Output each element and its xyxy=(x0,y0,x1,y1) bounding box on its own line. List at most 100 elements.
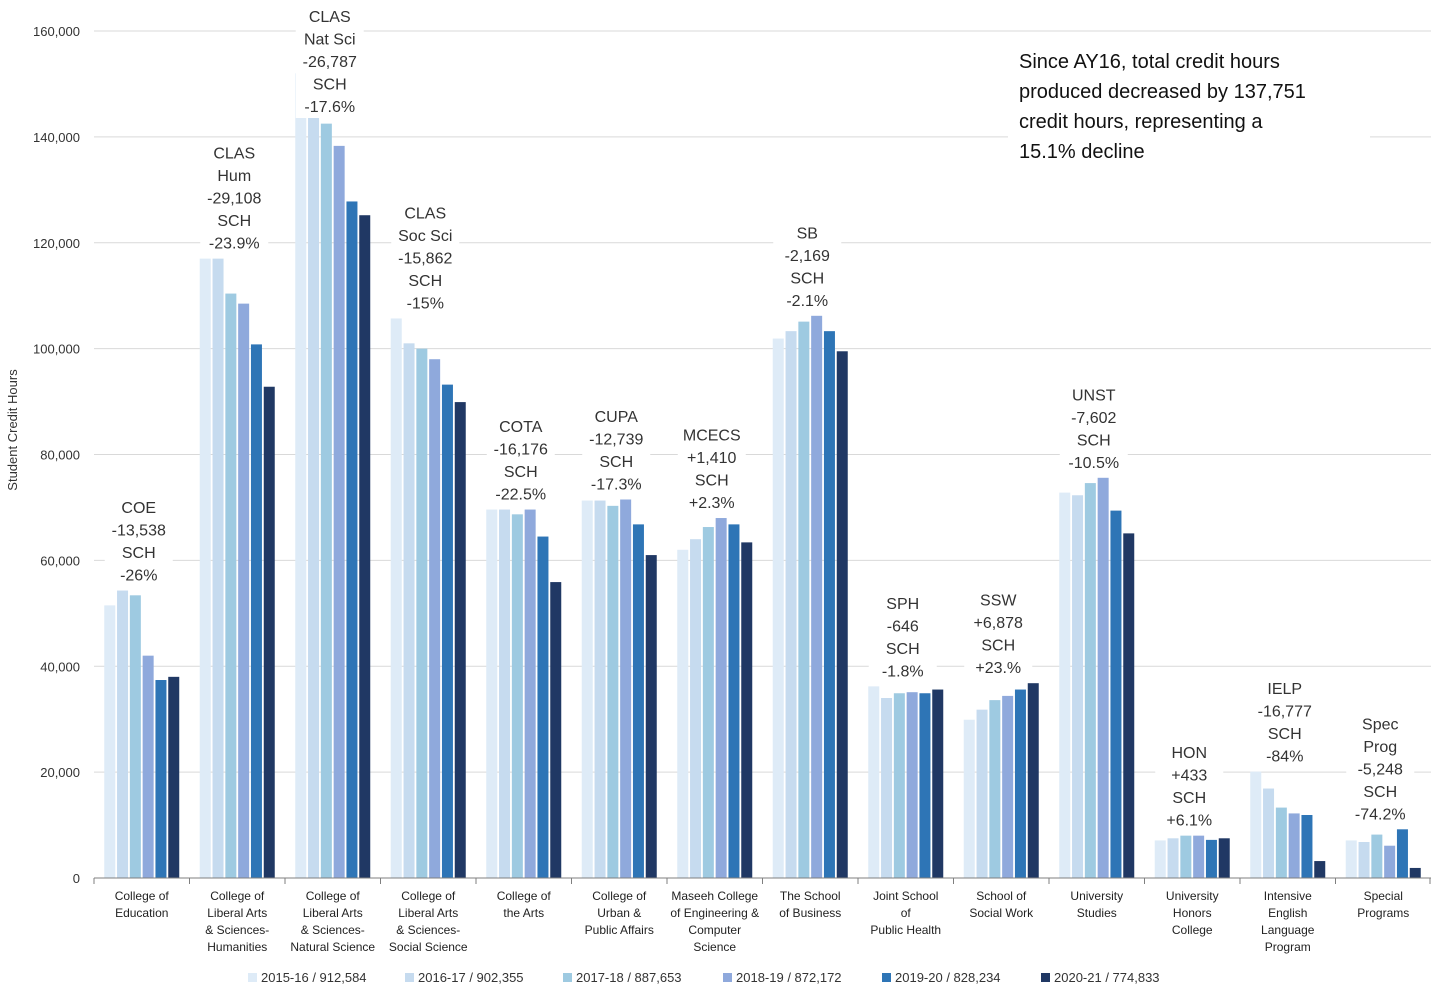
x-category-label: Humanities xyxy=(207,940,267,954)
x-category-label: Public Affairs xyxy=(585,923,654,937)
bar xyxy=(728,524,740,878)
legend-swatch xyxy=(248,973,257,982)
bar-annotation: SCH xyxy=(1077,432,1111,449)
bar xyxy=(117,590,129,878)
annotation-background xyxy=(295,5,364,118)
bar-annotation: -5,248 xyxy=(1358,761,1403,778)
bar xyxy=(632,524,644,878)
bar xyxy=(906,692,918,878)
bar-annotation: SCH xyxy=(695,473,729,490)
bar xyxy=(1002,695,1014,878)
annotation-background xyxy=(582,404,651,496)
annotation-background xyxy=(391,201,460,315)
bar-annotation: CUPA xyxy=(595,409,639,426)
x-category-label: Social Science xyxy=(389,940,468,954)
bar-annotation: Nat Sci xyxy=(304,32,356,49)
bar xyxy=(976,709,988,878)
bar-annotation: Prog xyxy=(1363,739,1397,756)
bar xyxy=(1110,510,1122,878)
bar-annotation: SCH xyxy=(313,77,347,94)
annotation-background xyxy=(200,141,269,255)
legend-entry: 2018-19 / 872,172 xyxy=(736,970,842,985)
bar-annotation: -26,787 xyxy=(303,54,357,71)
summary-note: Since AY16, total credit hours produced d… xyxy=(1008,40,1370,170)
bar xyxy=(308,110,320,878)
bar xyxy=(1205,839,1217,878)
bar xyxy=(1250,771,1262,878)
x-category-label: of xyxy=(901,906,912,920)
bar-annotation: +1,410 xyxy=(687,450,736,467)
annotation-background xyxy=(486,415,555,506)
bar-annotation: IELP xyxy=(1267,681,1302,698)
bar xyxy=(1123,533,1135,878)
x-category-label: College of xyxy=(210,889,265,903)
x-category-label: Public Health xyxy=(870,923,941,937)
legend-swatch xyxy=(1041,973,1050,982)
bar xyxy=(963,719,975,878)
bar xyxy=(1371,834,1383,878)
bar-annotation: -23.9% xyxy=(209,236,260,253)
bar-annotation: -17.6% xyxy=(304,99,355,116)
bar xyxy=(1072,495,1084,878)
bar-annotation: -2,169 xyxy=(785,248,830,265)
y-tick-label: 60,000 xyxy=(40,553,80,568)
bar xyxy=(263,386,275,878)
annotation-background xyxy=(964,588,1033,680)
bar-annotation: -17.3% xyxy=(591,476,642,493)
bar xyxy=(390,318,402,878)
bar xyxy=(416,348,428,878)
bar-annotation: SCH xyxy=(1363,784,1397,801)
legend-swatch xyxy=(723,973,732,982)
x-category-label: & Sciences- xyxy=(396,923,460,937)
bar xyxy=(486,509,498,878)
legend: 2015-16 / 912,584 2016-17 / 902,355 2017-1… xyxy=(248,970,1160,985)
bar-annotation: -1.8% xyxy=(882,663,924,680)
y-tick-label: 0 xyxy=(73,871,80,886)
annotation-background xyxy=(1250,677,1319,768)
bar xyxy=(359,215,371,878)
bar-annotation: -29,108 xyxy=(207,191,261,208)
bar-annotation: UNST xyxy=(1072,387,1116,404)
x-category-label: Liberal Arts xyxy=(303,906,363,920)
legend-entry: 2017-18 / 887,653 xyxy=(576,970,682,985)
legend-entry: 2016-17 / 902,355 xyxy=(418,970,524,985)
bar xyxy=(1027,683,1039,878)
bar xyxy=(881,698,893,878)
bar xyxy=(511,514,523,878)
legend-entry: 2019-20 / 828,234 xyxy=(895,970,1001,985)
bar xyxy=(1154,840,1166,878)
bar xyxy=(702,527,714,878)
bar-annotation: -2.1% xyxy=(786,293,828,310)
x-category-label: of Business xyxy=(779,906,841,920)
bar xyxy=(1059,492,1071,878)
bar xyxy=(785,331,797,878)
bar-annotation: SCH xyxy=(122,545,156,562)
bar-annotation: -13,538 xyxy=(112,523,166,540)
bar-annotation: MCECS xyxy=(683,428,741,445)
bar-annotation: Hum xyxy=(217,168,251,185)
y-tick-label: 20,000 xyxy=(40,765,80,780)
bar xyxy=(1345,840,1357,878)
bar xyxy=(499,509,511,878)
x-category-label: University xyxy=(1070,889,1123,903)
bars xyxy=(104,73,1421,879)
bar xyxy=(320,123,332,878)
x-category-label: Liberal Arts xyxy=(207,906,267,920)
legend-swatch xyxy=(405,973,414,982)
bar xyxy=(1288,813,1300,878)
bar xyxy=(677,549,689,878)
bar xyxy=(238,303,250,878)
x-category-label: Social Work xyxy=(969,906,1034,920)
bar xyxy=(932,689,944,878)
x-category-label: Computer xyxy=(688,923,741,937)
bar-annotation: +6.1% xyxy=(1166,813,1212,830)
bar xyxy=(620,499,632,878)
x-category-label: Joint School xyxy=(873,889,938,903)
bar xyxy=(225,293,237,878)
bar xyxy=(715,518,727,878)
bar xyxy=(199,258,211,879)
bar xyxy=(333,145,345,878)
x-category-label: College of xyxy=(592,889,647,903)
bar-annotation: -7,602 xyxy=(1071,410,1116,427)
note-line: produced decreased by 137,751 xyxy=(1019,81,1306,103)
